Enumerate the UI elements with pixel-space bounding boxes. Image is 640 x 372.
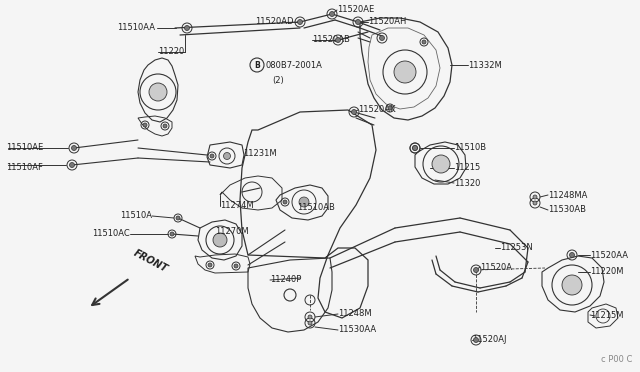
Circle shape: [335, 38, 340, 42]
Circle shape: [72, 145, 77, 151]
Text: 11520AK: 11520AK: [358, 106, 396, 115]
Circle shape: [149, 83, 167, 101]
Circle shape: [330, 12, 335, 16]
Circle shape: [234, 264, 238, 268]
Circle shape: [170, 232, 174, 236]
Circle shape: [413, 145, 417, 151]
Text: 11270M: 11270M: [215, 227, 248, 235]
Text: 11510AC: 11510AC: [92, 230, 130, 238]
Text: 11253N: 11253N: [500, 244, 532, 253]
Text: 11220: 11220: [158, 48, 184, 57]
Text: 11520AE: 11520AE: [337, 6, 374, 15]
Text: 11274M: 11274M: [220, 202, 253, 211]
Circle shape: [422, 40, 426, 44]
Text: 11510AF: 11510AF: [6, 163, 43, 171]
Circle shape: [380, 35, 385, 41]
Circle shape: [213, 233, 227, 247]
Text: 11530AA: 11530AA: [338, 326, 376, 334]
Circle shape: [533, 201, 537, 205]
Circle shape: [298, 19, 303, 25]
Text: c P00 C: c P00 C: [600, 355, 632, 364]
Text: 11520AB: 11520AB: [312, 35, 350, 45]
Text: 11520AA: 11520AA: [590, 250, 628, 260]
Circle shape: [176, 216, 180, 220]
Circle shape: [394, 61, 416, 83]
Text: 11510A: 11510A: [120, 212, 152, 221]
Text: 11320: 11320: [454, 179, 481, 187]
Text: 11510AA: 11510AA: [117, 23, 155, 32]
Circle shape: [308, 315, 312, 319]
Circle shape: [208, 263, 212, 267]
Text: (2): (2): [272, 76, 284, 84]
Circle shape: [355, 19, 360, 25]
Circle shape: [432, 155, 450, 173]
Circle shape: [308, 321, 312, 325]
Text: 11248MA: 11248MA: [548, 190, 588, 199]
Text: 11248M: 11248M: [338, 310, 372, 318]
Text: 11510AE: 11510AE: [6, 144, 44, 153]
Text: 11332M: 11332M: [468, 61, 502, 70]
Circle shape: [299, 197, 309, 207]
Circle shape: [533, 195, 537, 199]
Text: FRONT: FRONT: [132, 248, 170, 274]
Circle shape: [184, 26, 189, 31]
Circle shape: [388, 106, 392, 110]
Circle shape: [163, 124, 167, 128]
Circle shape: [474, 337, 479, 343]
Circle shape: [570, 253, 575, 257]
Text: 11530AB: 11530AB: [548, 205, 586, 215]
Circle shape: [413, 145, 417, 151]
Text: 11215: 11215: [454, 164, 480, 173]
Text: 11520AJ: 11520AJ: [472, 336, 506, 344]
Circle shape: [143, 123, 147, 127]
Circle shape: [210, 154, 214, 158]
Text: 11220M: 11220M: [590, 267, 623, 276]
Text: B: B: [254, 61, 260, 70]
Text: 11240P: 11240P: [270, 276, 301, 285]
Circle shape: [351, 109, 356, 115]
Text: 11215M: 11215M: [590, 311, 623, 320]
Circle shape: [70, 163, 74, 167]
Text: 11520AH: 11520AH: [368, 17, 406, 26]
Circle shape: [283, 200, 287, 204]
Text: 11510B: 11510B: [454, 144, 486, 153]
Text: 11520AD: 11520AD: [255, 17, 294, 26]
Circle shape: [223, 153, 230, 160]
Text: 11231M: 11231M: [243, 148, 276, 157]
Text: 11520A: 11520A: [480, 263, 512, 272]
Circle shape: [562, 275, 582, 295]
Text: 11510AB: 11510AB: [297, 203, 335, 212]
Text: 080B7-2001A: 080B7-2001A: [265, 61, 322, 70]
Circle shape: [474, 267, 479, 273]
